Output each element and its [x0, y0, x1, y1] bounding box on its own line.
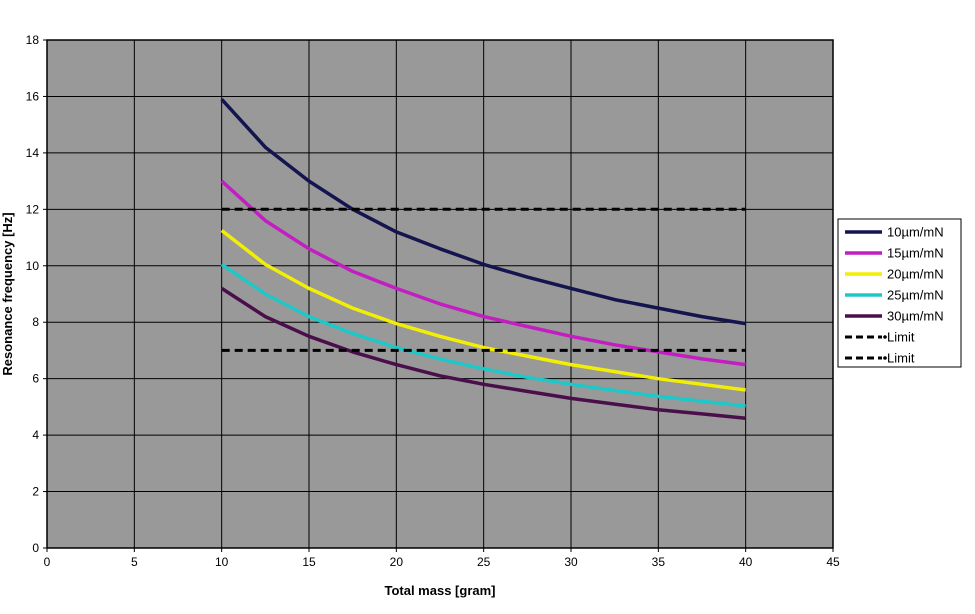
y-tick-label: 12 [26, 202, 40, 216]
y-tick-label: 10 [26, 259, 40, 273]
legend-marker [883, 335, 887, 339]
series-lines [220, 98, 746, 420]
y-tick-label: 6 [32, 372, 39, 386]
legend: 10µm/mN 15µm/mN 20µm/mN 25µm/mN 30µm/mN Limit… [837, 218, 962, 368]
series-line-3 [220, 229, 746, 392]
legend-label: 20µm/mN [887, 267, 944, 282]
x-tick-label: 35 [652, 555, 666, 569]
series-line-4 [220, 262, 746, 408]
series-line-5 [220, 286, 746, 420]
x-tick-label: 25 [477, 555, 491, 569]
x-axis-ticks: 0 5 10 15 20 25 30 35 40 45 [44, 548, 840, 569]
x-tick-label: 45 [826, 555, 840, 569]
legend-label: 10µm/mN [887, 225, 944, 240]
x-tick-label: 15 [302, 555, 316, 569]
y-axis-ticks: 0 2 4 6 8 10 12 14 16 18 [26, 33, 47, 555]
plot-area [46, 39, 834, 549]
x-tick-label: 5 [131, 555, 138, 569]
legend-marker [883, 356, 887, 360]
y-tick-label: 8 [32, 315, 39, 329]
legend-label: 15µm/mN [887, 246, 944, 261]
x-tick-label: 10 [215, 555, 229, 569]
x-tick-label: 0 [44, 555, 51, 569]
y-tick-label: 4 [32, 428, 39, 442]
y-tick-label: 16 [26, 89, 40, 103]
legend-label: Limit [887, 330, 915, 345]
x-tick-label: 30 [564, 555, 578, 569]
x-tick-label: 40 [739, 555, 753, 569]
y-tick-label: 14 [26, 146, 40, 160]
x-axis-title: Total mass [gram] [384, 583, 495, 598]
x-tick-label: 20 [390, 555, 404, 569]
legend-label: 25µm/mN [887, 288, 944, 303]
y-tick-label: 2 [32, 485, 39, 499]
legend-box [837, 218, 962, 368]
y-axis-title: Resonance frequency [Hz] [0, 212, 15, 375]
grid-lines [47, 40, 833, 548]
y-tick-label: 18 [26, 33, 40, 47]
legend-label: Limit [887, 351, 915, 366]
y-tick-label: 0 [32, 541, 39, 555]
legend-label: 30µm/mN [887, 309, 944, 324]
series-line-1 [220, 98, 746, 326]
